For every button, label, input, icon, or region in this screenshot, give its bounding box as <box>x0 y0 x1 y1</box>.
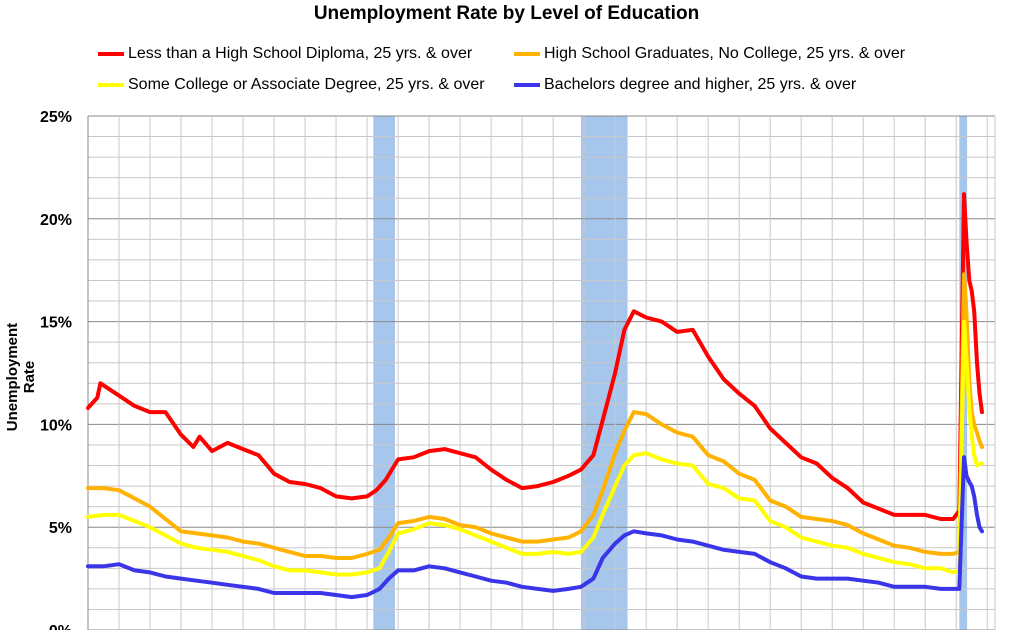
y-tick-label: 25% <box>40 109 72 126</box>
y-tick-labels: 0% 5% 10% 15% 20% 25% <box>40 109 72 630</box>
recession-band-0 <box>373 116 395 630</box>
legend-swatch-yellow <box>98 83 124 87</box>
legend-label: Bachelors degree and higher, 25 yrs. & o… <box>544 76 857 93</box>
legend-label: Some College or Associate Degree, 25 yrs… <box>128 76 485 93</box>
series-line-1 <box>86 272 984 560</box>
series-line-0 <box>86 192 984 521</box>
y-tick-label: 10% <box>40 417 72 434</box>
recession-band-1 <box>581 116 628 630</box>
legend-label: Less than a High School Diploma, 25 yrs.… <box>128 45 473 62</box>
legend-item-high-school-graduates: High School Graduates, No College, 25 yr… <box>514 43 905 65</box>
recession-bands <box>373 116 968 630</box>
series-lines <box>86 192 984 600</box>
y-tick-label: 0% <box>49 623 72 630</box>
y-tick-label: 20% <box>40 212 72 229</box>
series-line-3 <box>86 455 984 600</box>
series-line-2 <box>86 319 984 577</box>
y-tick-label: 5% <box>49 520 72 537</box>
legend-swatch-blue <box>514 83 540 87</box>
legend-label: High School Graduates, No College, 25 yr… <box>544 45 906 62</box>
legend-swatch-orange <box>514 52 540 56</box>
legend-item-less-than-high-school: Less than a High School Diploma, 25 yrs.… <box>98 43 472 65</box>
legend-swatch-red <box>98 52 124 56</box>
y-tick-label: 15% <box>40 315 72 332</box>
legend-item-some-college: Some College or Associate Degree, 25 yrs… <box>98 74 485 96</box>
chart-title: Unemployment Rate by Level of Education <box>313 3 700 24</box>
legend-item-bachelors: Bachelors degree and higher, 25 yrs. & o… <box>514 74 856 96</box>
